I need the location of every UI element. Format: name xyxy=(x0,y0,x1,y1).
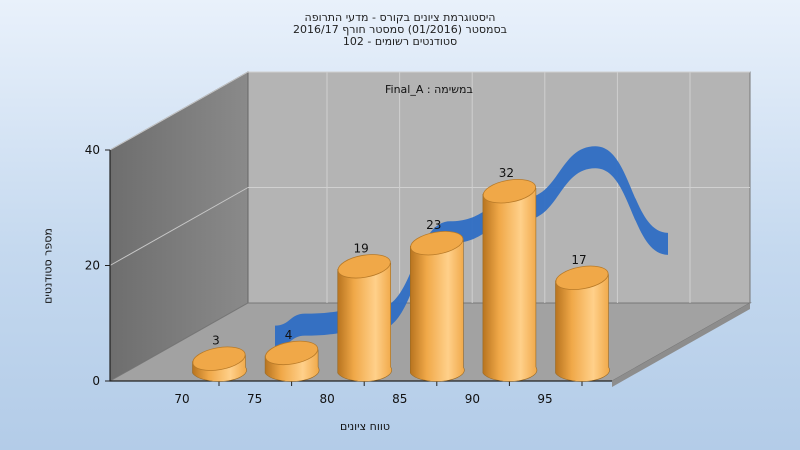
bar-95: 17 xyxy=(555,253,610,382)
bar-top xyxy=(192,346,246,371)
y-axis-title: מספר סטודנטים xyxy=(41,228,55,304)
chart-annotation: Final_A : במשימה xyxy=(385,83,473,96)
chart-title-line-3: סטודנטים רשומים - 102 xyxy=(342,35,458,48)
bar-90: 32 xyxy=(482,166,538,382)
chart-title-line-2: בסמסטר (01/2016) סמסטר חורף 2016/17 xyxy=(293,23,507,36)
bar-top xyxy=(555,265,609,290)
chart-title-line-1: היסטוגרמת ציונים בקורס - מדעי התרופה xyxy=(304,11,496,24)
data-label: 17 xyxy=(571,253,586,267)
bar-top xyxy=(410,231,464,256)
floor-edge xyxy=(612,303,750,387)
data-label: 3 xyxy=(212,334,220,348)
grid-line-side xyxy=(109,187,249,266)
y-tick-label: 20 xyxy=(85,259,100,273)
trend-ribbon xyxy=(275,146,668,348)
bar-body xyxy=(337,262,392,382)
bar-top xyxy=(482,179,536,204)
x-axis-title: טווח ציונים xyxy=(340,420,390,433)
y-tick-label: 40 xyxy=(85,143,100,157)
y-tick-label: 0 xyxy=(92,374,100,388)
data-label: 4 xyxy=(285,328,293,342)
bar-top xyxy=(265,340,319,366)
data-label: 19 xyxy=(354,241,369,255)
data-label: 23 xyxy=(426,218,441,232)
bar-top xyxy=(337,254,391,279)
bar-80: 19 xyxy=(337,241,392,382)
x-tick-label: 80 xyxy=(320,392,335,406)
data-label: 32 xyxy=(499,166,514,180)
bar-body xyxy=(482,187,538,382)
x-tick-label: 70 xyxy=(174,392,189,406)
x-tick-label: 75 xyxy=(247,392,262,406)
bar-body xyxy=(555,274,610,382)
bar-body xyxy=(410,239,465,382)
x-tick-label: 95 xyxy=(537,392,552,406)
x-tick-label: 90 xyxy=(465,392,480,406)
bar-70: 3 xyxy=(192,334,247,382)
bar-85: 23 xyxy=(410,218,465,382)
x-tick-label: 85 xyxy=(392,392,407,406)
grid-line-side xyxy=(109,71,249,151)
bar-75: 4 xyxy=(264,328,320,382)
